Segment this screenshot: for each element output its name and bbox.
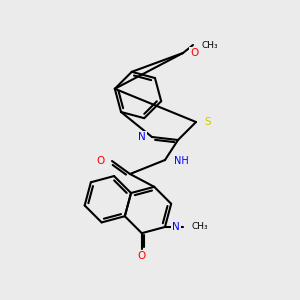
Text: O: O bbox=[190, 48, 198, 58]
Text: S: S bbox=[204, 117, 211, 127]
Text: NH: NH bbox=[174, 156, 189, 166]
Text: O: O bbox=[138, 251, 146, 261]
Text: N: N bbox=[138, 132, 146, 142]
Text: CH₃: CH₃ bbox=[202, 40, 219, 50]
Text: O: O bbox=[97, 156, 105, 166]
Text: N: N bbox=[172, 222, 180, 232]
Text: CH₃: CH₃ bbox=[192, 223, 208, 232]
